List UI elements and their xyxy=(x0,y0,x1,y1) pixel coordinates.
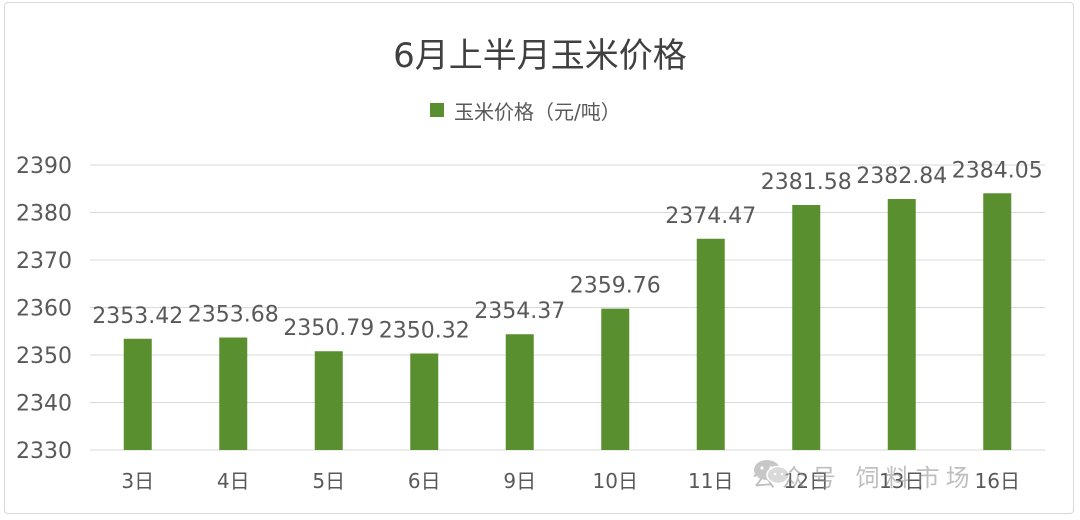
x-tick-label: 4日 xyxy=(217,469,250,493)
bar xyxy=(123,338,152,450)
chart-title: 6月上半月玉米价格 xyxy=(393,36,687,76)
data-label: 2359.76 xyxy=(570,274,661,299)
data-label: 2353.68 xyxy=(188,303,279,328)
bar xyxy=(983,193,1012,450)
legend: 玉米价格（元/吨） xyxy=(430,98,621,124)
bar xyxy=(219,337,248,450)
legend-label: 玉米价格（元/吨） xyxy=(454,99,621,124)
y-tick-label: 2340 xyxy=(16,392,72,417)
data-label: 2381.58 xyxy=(761,170,852,195)
x-tick-label: 12日 xyxy=(784,469,829,493)
bar xyxy=(696,238,725,450)
x-tick-label: 16日 xyxy=(975,469,1020,493)
data-label: 2382.84 xyxy=(856,164,947,189)
data-label: 2384.05 xyxy=(952,158,1043,183)
data-label: 2350.79 xyxy=(283,316,374,341)
legend-swatch xyxy=(430,103,444,117)
x-tick-label: 13日 xyxy=(879,469,924,493)
data-label: 2374.47 xyxy=(665,204,756,229)
watermark: 公众号 饲料市场 xyxy=(752,458,976,493)
data-label: 2350.32 xyxy=(379,318,470,343)
y-tick-label: 2390 xyxy=(16,154,72,179)
y-tick-label: 2380 xyxy=(16,202,72,227)
data-label: 2354.37 xyxy=(474,299,565,324)
x-tick-label: 6日 xyxy=(408,469,441,493)
x-tick-label: 3日 xyxy=(121,469,154,493)
y-tick-label: 2350 xyxy=(16,344,72,369)
bar xyxy=(410,353,439,450)
x-tick-label: 11日 xyxy=(688,469,733,493)
x-tick-label: 9日 xyxy=(503,469,536,493)
wechat-icon xyxy=(754,460,790,485)
bar xyxy=(792,204,821,450)
y-tick-label: 2360 xyxy=(16,297,72,322)
bar xyxy=(887,199,916,450)
y-tick-label: 2370 xyxy=(16,249,72,274)
x-tick-label: 10日 xyxy=(593,469,638,493)
data-label: 2353.42 xyxy=(92,304,183,329)
x-tick-label: 5日 xyxy=(312,469,345,493)
bar xyxy=(505,334,534,450)
y-tick-label: 2330 xyxy=(16,439,72,464)
bar xyxy=(314,351,343,450)
bar xyxy=(601,308,630,450)
